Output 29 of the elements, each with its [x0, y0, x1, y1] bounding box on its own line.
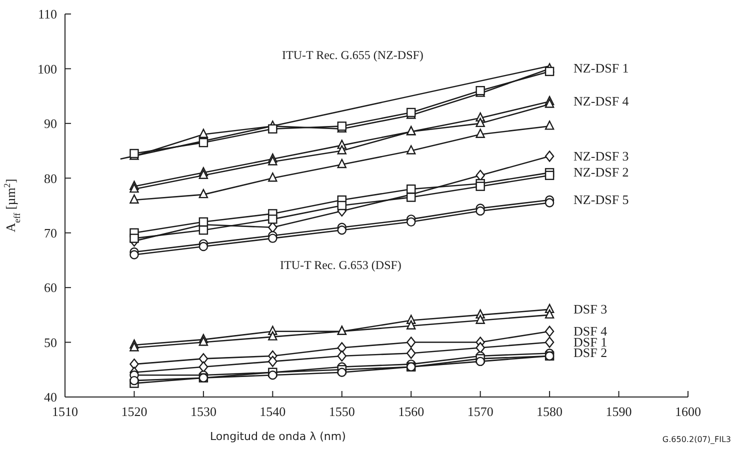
- series-label: DSF 3: [574, 301, 608, 316]
- series-label: NZ-DSF 5: [574, 192, 629, 208]
- y-tick-label: 80: [44, 170, 57, 186]
- x-tick-label: 1540: [260, 404, 286, 420]
- series-label: NZ-DSF 1: [574, 60, 629, 76]
- y-tick-label: 110: [38, 6, 57, 22]
- x-axis-title: Longitud de onda λ (nm): [210, 430, 346, 443]
- y-tick-label: 70: [44, 225, 57, 240]
- x-tick-label: 1550: [328, 404, 355, 420]
- x-tick-label: 1560: [398, 404, 424, 420]
- x-tick-label: 1520: [121, 404, 148, 420]
- series-label: NZ-DSF 4: [574, 94, 630, 109]
- text: G.650.2(07)_FIL3: [662, 435, 731, 444]
- x-tick-label: 1580: [536, 404, 563, 420]
- y-tick-label: 40: [44, 390, 57, 405]
- x-tick-label: 1590: [606, 404, 632, 420]
- y-tick-label: 50: [44, 334, 57, 350]
- y-tick-label: 100: [38, 61, 57, 76]
- x-tick-label: 1510: [52, 404, 78, 420]
- x-tick-label: 1570: [467, 404, 494, 420]
- annotation: ITU-T Rec. G.653 (DSF): [280, 258, 402, 273]
- annotation: ITU-T Rec. G.655 (NZ-DSF): [282, 48, 424, 63]
- y-tick-label: 90: [44, 116, 57, 132]
- x-tick-label: 1530: [190, 404, 216, 420]
- series-label: NZ-DSF 3: [574, 148, 629, 164]
- series-label: DSF 4: [574, 323, 608, 338]
- y-tick-label: 60: [44, 280, 57, 296]
- series-label: NZ-DSF 2: [574, 164, 629, 180]
- x-tick-label: 1600: [675, 404, 701, 420]
